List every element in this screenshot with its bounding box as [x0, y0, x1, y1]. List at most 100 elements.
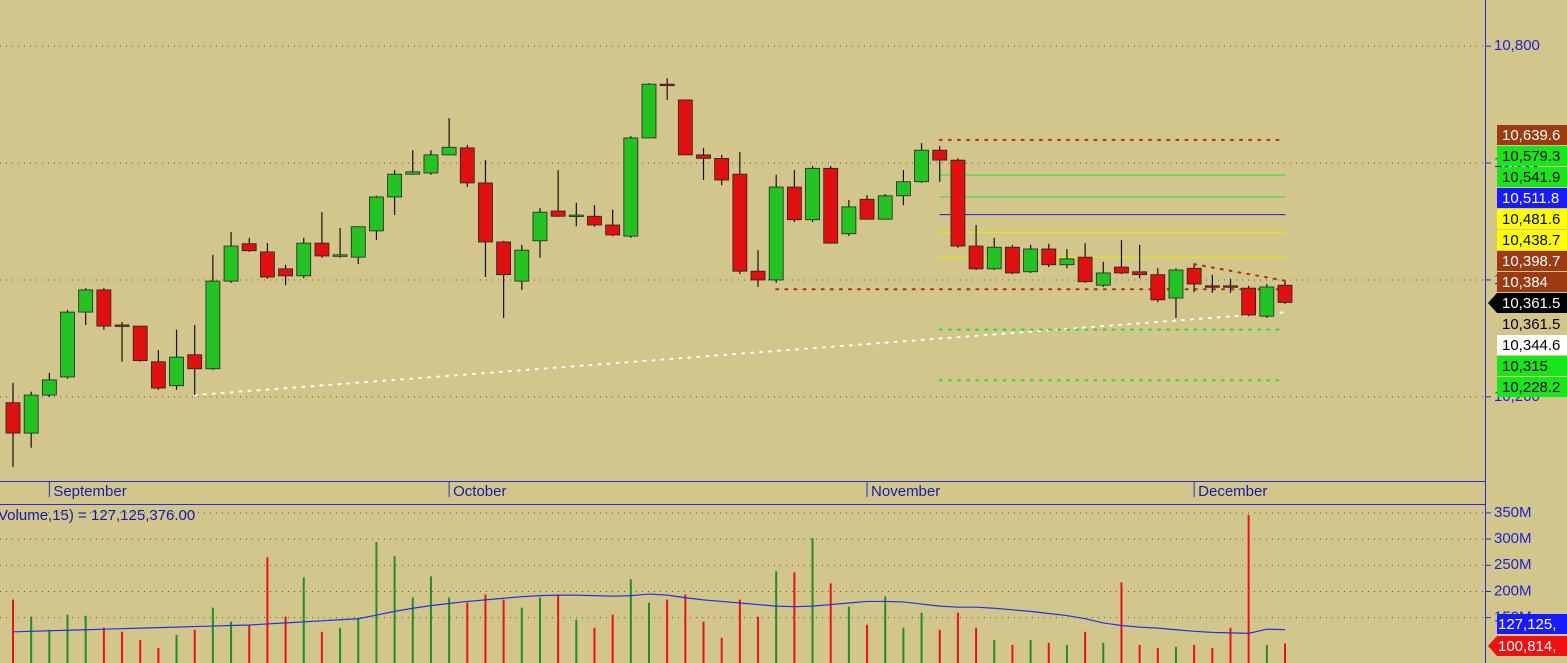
volume-bar	[411, 597, 414, 663]
candle-body	[241, 243, 257, 252]
candle-body	[441, 146, 457, 156]
candle-body	[896, 181, 911, 197]
trend-line	[193, 311, 1286, 397]
volume-bar	[993, 639, 996, 663]
price-badge-label: 10,228.2	[1502, 379, 1560, 396]
volume-bar	[48, 629, 51, 663]
volume-bar	[829, 583, 832, 663]
candle-body	[169, 356, 184, 387]
volume-bar	[357, 617, 360, 663]
volume-bar	[884, 596, 887, 663]
price-badge	[1497, 125, 1567, 145]
candle-body	[641, 83, 657, 139]
price-badge	[1497, 356, 1567, 376]
volume-bar	[611, 614, 614, 663]
volume-badge-label: 100,814,	[1498, 638, 1556, 655]
volume-bar	[1193, 644, 1196, 663]
volume-bar	[757, 616, 760, 663]
price-badge-label: 10,344.6	[1502, 337, 1560, 354]
plot	[0, 45, 1485, 663]
y-tick-label: 10,800	[1494, 37, 1540, 54]
volume-bar	[448, 597, 451, 663]
candle-body	[805, 167, 820, 221]
volume-bar	[866, 624, 869, 663]
price-badge-label: 10,541.9	[1502, 169, 1560, 186]
candle-body	[296, 242, 312, 277]
volume-bar	[1156, 647, 1159, 663]
candle-body	[60, 311, 75, 378]
volume-bar	[920, 612, 923, 663]
volume-bar	[1029, 639, 1032, 663]
candle-body	[1168, 269, 1184, 299]
volume-bar	[320, 631, 323, 663]
candle-body	[96, 289, 112, 327]
price-badge	[1497, 272, 1567, 292]
price-badge-label: 10,579.3	[1502, 148, 1560, 165]
volume-bar	[1174, 646, 1177, 663]
volume-bar	[84, 615, 87, 663]
volume-bar	[847, 606, 850, 663]
candle-body	[823, 167, 839, 244]
volume-bar	[157, 647, 160, 663]
candle-body	[1277, 284, 1293, 303]
candle-body	[5, 402, 21, 434]
candle-body	[369, 196, 384, 232]
candle-body	[841, 206, 857, 235]
candle-body	[1059, 258, 1075, 266]
candle-body	[932, 149, 948, 161]
candle-body	[532, 211, 548, 242]
volume-average-line	[12, 593, 1286, 634]
y-tick-label: 350M	[1494, 504, 1532, 521]
x-tick-label: October	[453, 483, 506, 500]
x-tick-label: December	[1198, 483, 1267, 500]
price-badge	[1497, 146, 1567, 166]
average-badge-label: 127,125,	[1498, 616, 1556, 633]
price-badge-label: 10,361.5	[1502, 295, 1560, 312]
volume-bar	[902, 627, 905, 663]
candle-body	[732, 173, 748, 272]
volume-bar	[520, 607, 523, 663]
volume-bar	[1265, 644, 1268, 663]
price-badge	[1497, 188, 1567, 208]
candle-body	[768, 186, 784, 281]
price-badge-label: 10,315	[1502, 358, 1548, 375]
price-badge-label: 10,361.5	[1502, 316, 1560, 333]
volume-bar	[956, 612, 959, 663]
y-tick-label: 300M	[1494, 530, 1532, 547]
candle-body	[550, 210, 566, 217]
volume-bar	[1120, 582, 1123, 663]
price-badge-label: 10,481.6	[1502, 211, 1560, 228]
volume-bar	[938, 629, 941, 663]
candle-body	[1150, 274, 1166, 301]
candle-body	[187, 354, 203, 370]
volume-bar	[1011, 644, 1014, 663]
volume-bar	[702, 621, 705, 663]
volume-bar	[484, 594, 487, 663]
candle-body	[623, 137, 639, 237]
candle-body	[1077, 256, 1093, 283]
price-badge-label: 10,438.7	[1502, 232, 1560, 249]
candle-body	[405, 171, 421, 175]
candle-body	[314, 242, 330, 257]
volume-bar	[193, 629, 196, 663]
candle-body	[259, 251, 275, 278]
candle-body	[1241, 287, 1257, 316]
candle-body	[696, 154, 711, 159]
volume-bar	[429, 576, 432, 663]
volume-badge-pointer	[1488, 636, 1497, 656]
candle-body	[514, 249, 530, 282]
volume-bar	[684, 594, 687, 663]
candle-body	[1259, 286, 1275, 317]
volume-bar	[738, 599, 741, 663]
candle-body	[950, 159, 966, 247]
volume-bar	[266, 557, 269, 663]
candle-body	[914, 149, 929, 183]
candle-body	[496, 241, 512, 276]
volume-bar	[811, 538, 814, 663]
candle-body	[350, 226, 366, 258]
average-badge	[1497, 614, 1567, 634]
candle-body	[150, 361, 166, 389]
candle-body	[677, 99, 693, 156]
